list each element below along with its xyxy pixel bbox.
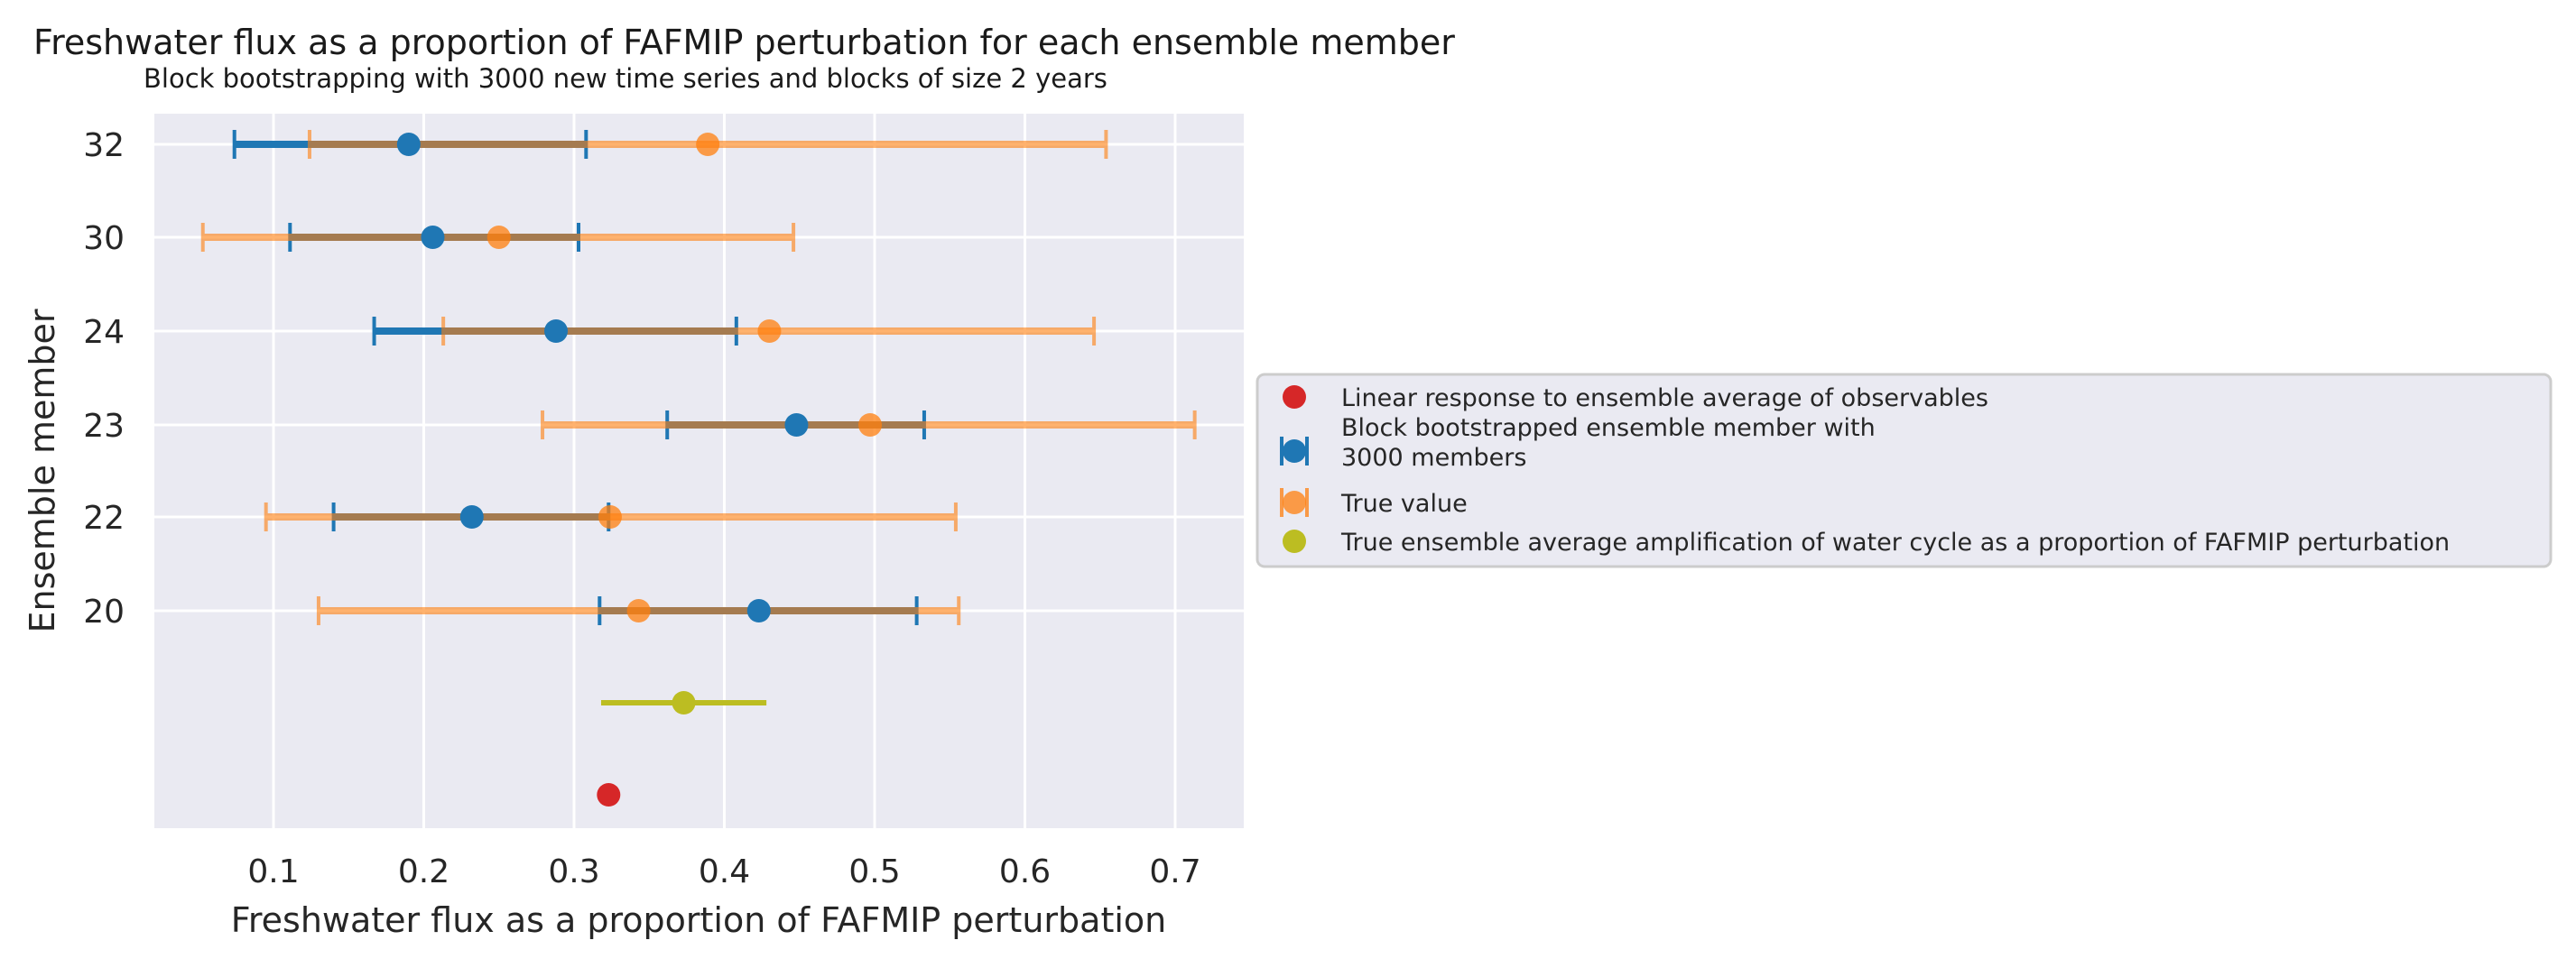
legend-label: Linear response to ensemble average of o…	[1341, 384, 1988, 412]
x-tick-label: 0.5	[848, 853, 900, 890]
true-value-point	[486, 226, 511, 249]
y-tick-label: 32	[83, 127, 125, 164]
y-tick-label: 23	[83, 408, 125, 445]
legend-entry: Block bootstrapped ensemble member with …	[1280, 414, 1876, 472]
true-value-point	[858, 413, 883, 437]
bootstrap-point	[784, 413, 809, 437]
y-tick-label: 22	[83, 500, 125, 537]
chart-title: Freshwater flux as a proportion of FAFMI…	[33, 23, 1455, 62]
y-tick-label: 20	[83, 594, 125, 631]
legend-label: True value	[1340, 490, 1468, 518]
x-tick-label: 0.4	[699, 853, 750, 890]
legend-marker	[1283, 439, 1306, 463]
bootstrap-point	[544, 319, 569, 343]
legend-marker	[1283, 491, 1306, 514]
legend-entry: True ensemble average amplification of w…	[1283, 529, 2450, 557]
legend-entry: True value	[1280, 488, 1468, 518]
x-tick-label: 0.6	[999, 853, 1051, 890]
legend-label: Block bootstrapped ensemble member with	[1341, 414, 1876, 442]
bootstrap-point	[421, 226, 445, 249]
legend-entries: Linear response to ensemble average of o…	[1280, 384, 2450, 557]
legend: Linear response to ensemble average of o…	[1256, 373, 2553, 568]
legend-entry: Linear response to ensemble average of o…	[1283, 384, 1988, 412]
x-tick-label: 0.3	[548, 853, 599, 890]
y-tick-label: 30	[83, 220, 125, 257]
bootstrap-point	[746, 599, 771, 622]
y-axis-label: Ensemble member	[23, 309, 62, 632]
x-axis-label: Freshwater flux as a proportion of FAFMI…	[231, 900, 1166, 940]
legend-box	[1256, 373, 2553, 568]
plot-area	[154, 114, 1244, 828]
y-tick-label: 24	[83, 314, 125, 351]
chart-subtitle: Block bootstrapping with 3000 new time s…	[144, 63, 1107, 94]
legend-marker	[1283, 385, 1306, 409]
linear-response-point	[597, 783, 621, 807]
x-tick-label: 0.2	[398, 853, 449, 890]
true-value-point	[696, 133, 720, 156]
x-tick-label: 0.7	[1149, 853, 1200, 890]
y-tick-labels: 32 30 24 23 22 20	[83, 127, 125, 631]
ensemble-average-point	[672, 691, 696, 714]
true-value-point	[598, 505, 622, 529]
x-tick-label: 0.1	[247, 853, 299, 890]
bootstrap-point	[396, 133, 421, 156]
x-tick-labels: 0.1 0.2 0.3 0.4 0.5 0.6 0.7	[247, 853, 1200, 890]
legend-label: True ensemble average amplification of w…	[1340, 529, 2450, 557]
true-value-point	[626, 599, 651, 622]
bootstrap-point	[459, 505, 484, 529]
data-marks	[200, 130, 1197, 807]
legend-label: 3000 members	[1341, 444, 1526, 472]
true-value-point	[757, 319, 782, 343]
legend-marker	[1283, 530, 1306, 553]
